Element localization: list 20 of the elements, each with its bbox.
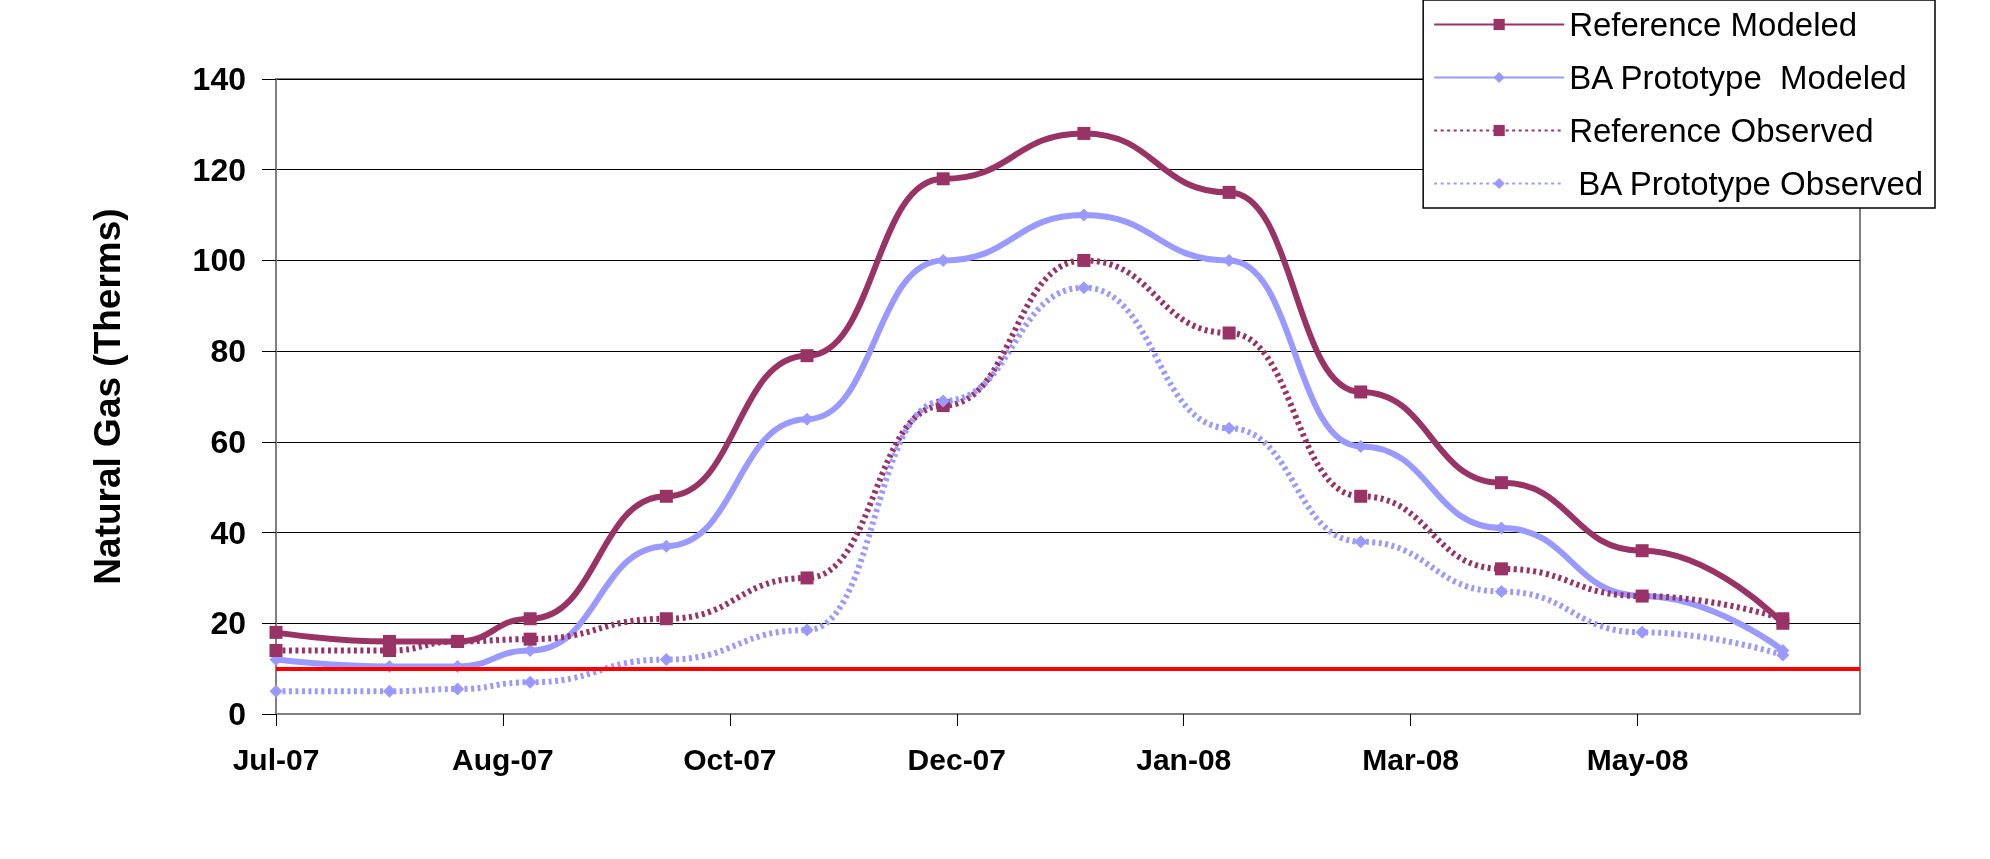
y-tick-label: 140 [192,61,246,97]
y-tick-label: 60 [210,423,246,460]
x-tick-label: Jan-08 [1136,742,1232,776]
x-tick-label: Aug-07 [452,742,554,776]
x-tick-label: Jul-07 [232,742,320,776]
y-tick-label: 100 [192,242,246,279]
y-axis-title: Natural Gas (Therms) [87,208,128,585]
legend-label: Reference Modeled [1569,6,1858,43]
x-tick-label: Dec-07 [907,742,1007,776]
legend-label: BA Prototype Observed [1569,165,1924,202]
y-tick-label: 40 [210,514,246,551]
legend-label: Reference Observed [1569,112,1874,149]
legend-label: BA Prototype Modeled [1569,59,1907,96]
y-tick-label: 20 [210,605,246,642]
x-tick-label: Mar-08 [1362,742,1460,776]
x-tick-label: Oct-07 [683,742,777,776]
y-tick-label: 0 [228,696,246,732]
y-tick-label: 80 [210,333,246,370]
y-tick-label: 120 [192,151,246,188]
x-tick-label: May-08 [1586,742,1689,776]
